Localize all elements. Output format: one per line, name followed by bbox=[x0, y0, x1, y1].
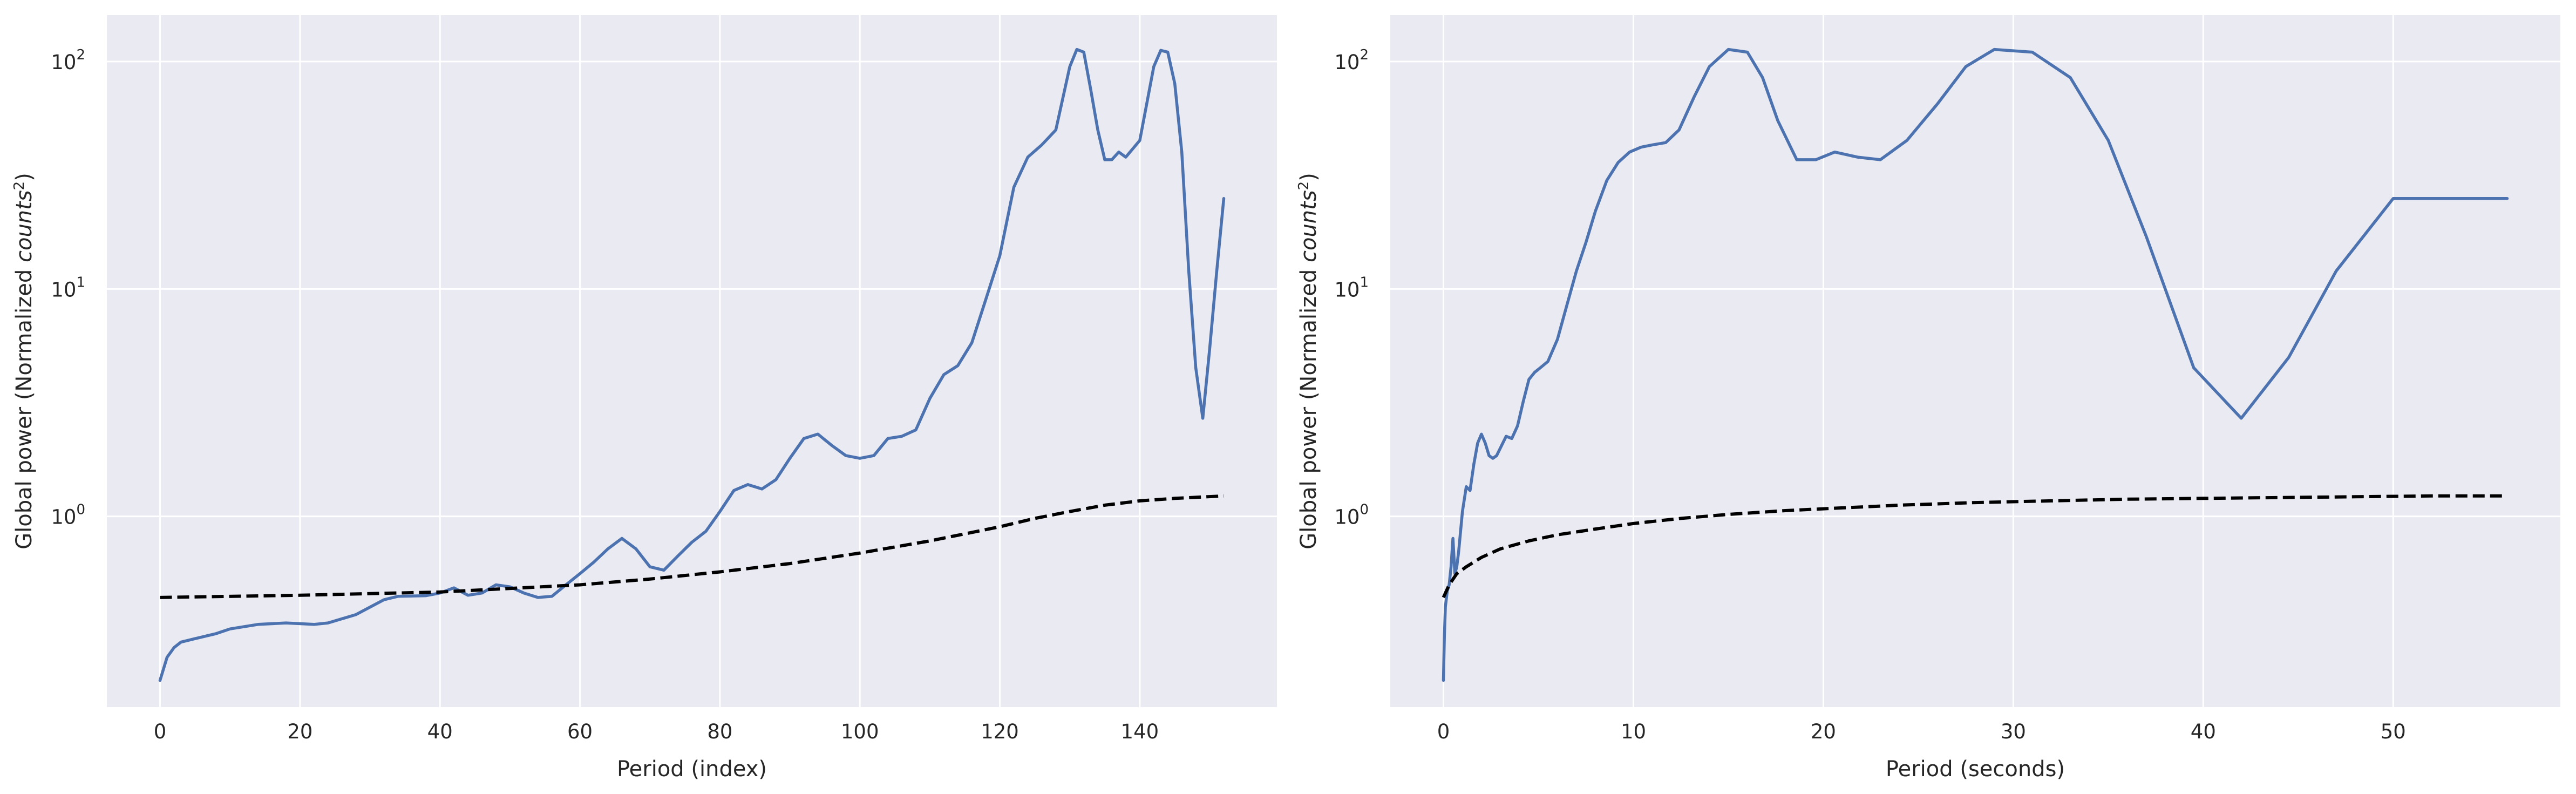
left-series-group bbox=[158, 47, 1226, 682]
right-y-axis-label: Global power (Normalized counts2) bbox=[1296, 173, 1321, 549]
left-dashed-reference-line bbox=[160, 494, 1224, 599]
right-y-tick-label: 102 bbox=[1334, 47, 1369, 74]
left-x-tick-label: 40 bbox=[427, 720, 453, 743]
right-x-tick-label: 10 bbox=[1621, 720, 1646, 743]
right-y-tick-labels: 100 101 102 bbox=[1334, 47, 1369, 529]
left-chart-panel: 0 20 40 60 80 100 120 140 100 101 102 Period (ind… bbox=[11, 15, 1277, 782]
left-x-tick-label: 20 bbox=[287, 720, 312, 743]
right-gridlines bbox=[1390, 15, 2560, 707]
left-y-axis-label-exponent: 2 bbox=[11, 181, 28, 191]
left-power-spectrum-line bbox=[158, 47, 1226, 682]
left-y-tick-label: 101 bbox=[51, 274, 85, 301]
left-y-axis-label-suffix: ) bbox=[12, 173, 37, 181]
left-y-tick-label: 102 bbox=[51, 47, 85, 74]
right-y-tick-label: 101 bbox=[1334, 274, 1369, 301]
left-y-tick-labels: 100 101 102 bbox=[51, 47, 85, 529]
right-y-axis-label-suffix: ) bbox=[1296, 173, 1321, 181]
right-plot-area bbox=[1390, 15, 2560, 707]
left-x-tick-label: 60 bbox=[567, 720, 593, 743]
left-y-tick-label: 100 bbox=[51, 502, 85, 529]
left-x-tick-label: 80 bbox=[707, 720, 732, 743]
right-y-tick-label: 100 bbox=[1334, 502, 1369, 529]
right-x-tick-label: 30 bbox=[2001, 720, 2026, 743]
left-y-axis-label-prefix: Global power (Normalized bbox=[12, 262, 37, 549]
left-x-tick-label: 140 bbox=[1121, 720, 1159, 743]
left-x-tick-label: 120 bbox=[981, 720, 1019, 743]
right-x-tick-label: 0 bbox=[1437, 720, 1450, 743]
right-x-tick-label: 50 bbox=[2381, 720, 2406, 743]
left-plot-area bbox=[107, 15, 1277, 707]
right-y-axis-label-prefix: Global power (Normalized bbox=[1296, 262, 1321, 549]
right-y-axis-label-exponent: 2 bbox=[1296, 181, 1312, 191]
left-x-axis-label: Period (index) bbox=[617, 757, 767, 782]
right-series-group bbox=[1442, 47, 2509, 682]
right-y-axis-label-unit: counts bbox=[1296, 190, 1321, 262]
left-gridlines bbox=[107, 15, 1277, 707]
left-x-tick-labels: 0 20 40 60 80 100 120 140 bbox=[154, 720, 1159, 743]
left-x-tick-label: 100 bbox=[841, 720, 879, 743]
left-x-tick-label: 0 bbox=[154, 720, 167, 743]
right-power-spectrum-line bbox=[1442, 47, 2509, 682]
right-x-tick-label: 20 bbox=[1811, 720, 1836, 743]
right-chart-panel: 0 10 20 30 40 50 100 101 102 Period (seconds) G… bbox=[1296, 15, 2560, 782]
right-x-tick-labels: 0 10 20 30 40 50 bbox=[1437, 720, 2406, 743]
left-y-axis-label: Global power (Normalized counts2) bbox=[11, 173, 37, 549]
left-y-axis-label-unit: counts bbox=[12, 190, 37, 262]
right-x-tick-label: 40 bbox=[2191, 720, 2216, 743]
right-x-axis-label: Period (seconds) bbox=[1886, 757, 2065, 782]
